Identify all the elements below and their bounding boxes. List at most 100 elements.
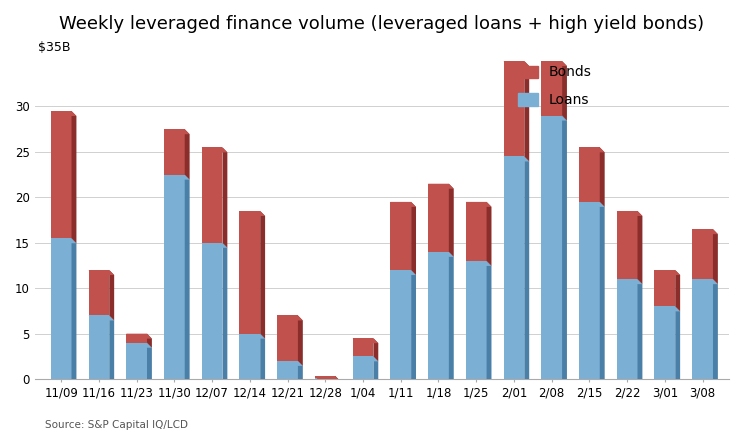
Polygon shape xyxy=(542,116,562,379)
Polygon shape xyxy=(504,156,525,379)
Polygon shape xyxy=(617,211,638,279)
Polygon shape xyxy=(638,211,642,284)
Polygon shape xyxy=(298,361,303,384)
Polygon shape xyxy=(428,184,449,252)
Polygon shape xyxy=(692,279,713,379)
Polygon shape xyxy=(487,202,492,266)
Polygon shape xyxy=(71,238,77,384)
Polygon shape xyxy=(542,61,562,116)
Polygon shape xyxy=(202,243,228,248)
Polygon shape xyxy=(185,129,190,180)
Polygon shape xyxy=(185,175,190,384)
Polygon shape xyxy=(449,184,454,257)
Polygon shape xyxy=(391,202,416,207)
Text: Source: S&P Capital IQ/LCD: Source: S&P Capital IQ/LCD xyxy=(45,419,187,430)
Polygon shape xyxy=(222,243,228,384)
Polygon shape xyxy=(164,175,185,379)
Polygon shape xyxy=(487,261,492,384)
Polygon shape xyxy=(164,175,190,180)
Polygon shape xyxy=(202,243,222,379)
Polygon shape xyxy=(391,270,416,275)
Polygon shape xyxy=(315,376,341,381)
Legend: Bonds, Loans: Bonds, Loans xyxy=(513,60,597,113)
Polygon shape xyxy=(428,252,454,257)
Polygon shape xyxy=(147,334,152,348)
Polygon shape xyxy=(278,361,298,379)
Polygon shape xyxy=(579,147,600,202)
Text: $35B: $35B xyxy=(38,41,70,54)
Polygon shape xyxy=(617,211,642,216)
Polygon shape xyxy=(298,315,303,366)
Polygon shape xyxy=(202,147,228,152)
Polygon shape xyxy=(353,356,378,361)
Polygon shape xyxy=(240,211,260,334)
Polygon shape xyxy=(353,338,378,343)
Polygon shape xyxy=(638,279,642,384)
Polygon shape xyxy=(89,315,109,379)
Polygon shape xyxy=(655,270,680,275)
Polygon shape xyxy=(109,315,114,384)
Polygon shape xyxy=(655,306,676,379)
Polygon shape xyxy=(202,147,222,243)
Polygon shape xyxy=(89,270,114,275)
Polygon shape xyxy=(428,252,449,379)
Polygon shape xyxy=(525,61,529,162)
Polygon shape xyxy=(51,111,71,238)
Polygon shape xyxy=(89,315,114,321)
Polygon shape xyxy=(240,211,265,216)
Polygon shape xyxy=(692,279,718,284)
Polygon shape xyxy=(466,261,487,379)
Polygon shape xyxy=(336,376,341,383)
Polygon shape xyxy=(542,116,567,121)
Polygon shape xyxy=(579,147,605,152)
Polygon shape xyxy=(600,147,605,207)
Polygon shape xyxy=(109,270,114,321)
Polygon shape xyxy=(504,156,529,162)
Polygon shape xyxy=(89,270,109,315)
Polygon shape xyxy=(373,338,378,361)
Polygon shape xyxy=(315,378,341,383)
Polygon shape xyxy=(391,202,411,270)
Polygon shape xyxy=(713,229,718,284)
Polygon shape xyxy=(126,334,147,343)
Polygon shape xyxy=(504,61,529,66)
Polygon shape xyxy=(51,111,77,116)
Polygon shape xyxy=(655,270,676,306)
Polygon shape xyxy=(336,378,341,384)
Polygon shape xyxy=(391,270,411,379)
Polygon shape xyxy=(713,279,718,384)
Polygon shape xyxy=(617,279,638,379)
Polygon shape xyxy=(676,270,680,311)
Polygon shape xyxy=(260,334,265,384)
Polygon shape xyxy=(147,343,152,384)
Polygon shape xyxy=(542,61,567,66)
Polygon shape xyxy=(260,211,265,339)
Polygon shape xyxy=(278,315,298,361)
Title: Weekly leveraged finance volume (leveraged loans + high yield bonds): Weekly leveraged finance volume (leverag… xyxy=(60,15,705,33)
Polygon shape xyxy=(562,116,567,384)
Polygon shape xyxy=(504,61,525,156)
Polygon shape xyxy=(222,147,228,248)
Polygon shape xyxy=(278,361,303,366)
Polygon shape xyxy=(126,334,152,339)
Polygon shape xyxy=(579,202,600,379)
Polygon shape xyxy=(562,61,567,121)
Polygon shape xyxy=(466,202,492,207)
Polygon shape xyxy=(126,343,147,379)
Polygon shape xyxy=(353,338,373,356)
Polygon shape xyxy=(676,306,680,384)
Polygon shape xyxy=(600,202,605,384)
Polygon shape xyxy=(617,279,642,284)
Polygon shape xyxy=(240,334,265,339)
Polygon shape xyxy=(411,202,416,275)
Polygon shape xyxy=(164,129,190,134)
Polygon shape xyxy=(692,229,713,279)
Polygon shape xyxy=(353,356,373,379)
Polygon shape xyxy=(126,343,152,348)
Polygon shape xyxy=(315,378,336,379)
Polygon shape xyxy=(315,376,336,378)
Polygon shape xyxy=(51,238,71,379)
Polygon shape xyxy=(525,156,529,384)
Polygon shape xyxy=(579,202,605,207)
Polygon shape xyxy=(278,315,303,321)
